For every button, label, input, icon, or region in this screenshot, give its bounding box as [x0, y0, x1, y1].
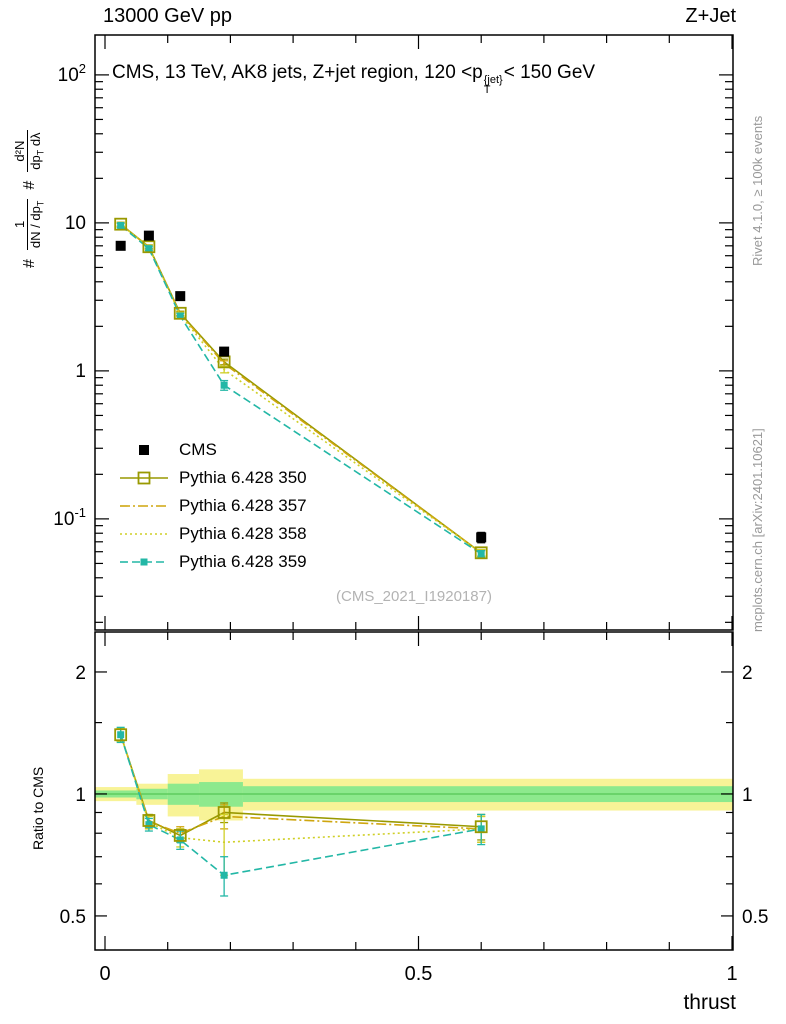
pythia-358-marker-icon [120, 533, 168, 535]
panel-title: CMS, 13 TeV, AK8 jets, Z+jet region, 120… [112, 62, 596, 96]
ratio-uncertainty-bands [95, 769, 733, 821]
legend-item-cms: CMS [118, 436, 307, 464]
data-markers [114, 217, 488, 879]
legend-label: Pythia 6.428 358 [179, 524, 307, 543]
ylabel-fraction-1: 1 dN / dpT [12, 198, 49, 251]
rivet-version-label: Rivet 4.1.0, ≥ 100k events [750, 115, 765, 266]
svg-text:0.5: 0.5 [742, 907, 768, 928]
svg-text:10-1: 10-1 [53, 505, 86, 530]
svg-text:102: 102 [58, 61, 86, 86]
legend-item-pythia-359: Pythia 6.428 359 [118, 548, 307, 576]
ylabel-hash-2: # [21, 180, 39, 190]
main-y-axis-label: # 1 dN / dpT # d²N dpT dλ [12, 130, 49, 268]
ylabel-fraction-2: d²N dpT dλ [12, 130, 49, 172]
panel-title-pre: CMS, 13 TeV, AK8 jets, Z+jet region, 120… [112, 62, 483, 83]
process-label: Z+Jet [685, 5, 736, 27]
svg-text:1: 1 [75, 361, 86, 382]
pythia-350-marker-icon [120, 471, 168, 485]
svg-text:2: 2 [742, 663, 753, 684]
main-panel-frame [94, 34, 734, 631]
legend-item-pythia-350: Pythia 6.428 350 [118, 464, 307, 492]
pythia-357-marker-icon [120, 505, 168, 507]
svg-text:1: 1 [726, 963, 737, 985]
svg-text:0.5: 0.5 [60, 907, 86, 928]
legend-label: CMS [179, 440, 217, 459]
legend-item-pythia-358: Pythia 6.428 358 [118, 520, 307, 548]
panel-title-sub: T [483, 84, 491, 96]
svg-text:1: 1 [742, 785, 753, 806]
svg-text:0: 0 [99, 963, 110, 985]
ylabel-hash-1: # [21, 259, 39, 268]
axis-ticks [95, 35, 733, 950]
svg-text:0.5: 0.5 [405, 963, 433, 985]
legend-label: Pythia 6.428 357 [179, 496, 307, 515]
svg-text:10: 10 [65, 213, 86, 234]
panel-title-post: < 150 GeV [503, 62, 596, 83]
legend-label: Pythia 6.428 359 [179, 552, 307, 571]
pythia-359-marker-icon [120, 558, 168, 566]
legend: CMS Pythia 6.428 350 Pythia 6.428 357 Py… [118, 436, 307, 576]
legend-item-pythia-357: Pythia 6.428 357 [118, 492, 307, 520]
ratio-panel-frame [94, 631, 734, 951]
x-axis-label: thrust [683, 991, 736, 1014]
analysis-id-watermark: (CMS_2021_I1920187) [336, 588, 492, 605]
pt-scripts: {jet} T [483, 74, 503, 96]
legend-label: Pythia 6.428 350 [179, 468, 307, 487]
panel-title-sup: {jet} [483, 74, 503, 86]
cms-marker-icon [139, 445, 149, 455]
mcplots-credit-label: mcplots.cern.ch [arXiv:2401.10621] [750, 428, 765, 632]
svg-text:2: 2 [75, 663, 86, 684]
svg-text:1: 1 [75, 785, 86, 806]
beam-energy-label: 13000 GeV pp [103, 5, 232, 27]
ratio-y-axis-label: Ratio to CMS [30, 766, 46, 850]
